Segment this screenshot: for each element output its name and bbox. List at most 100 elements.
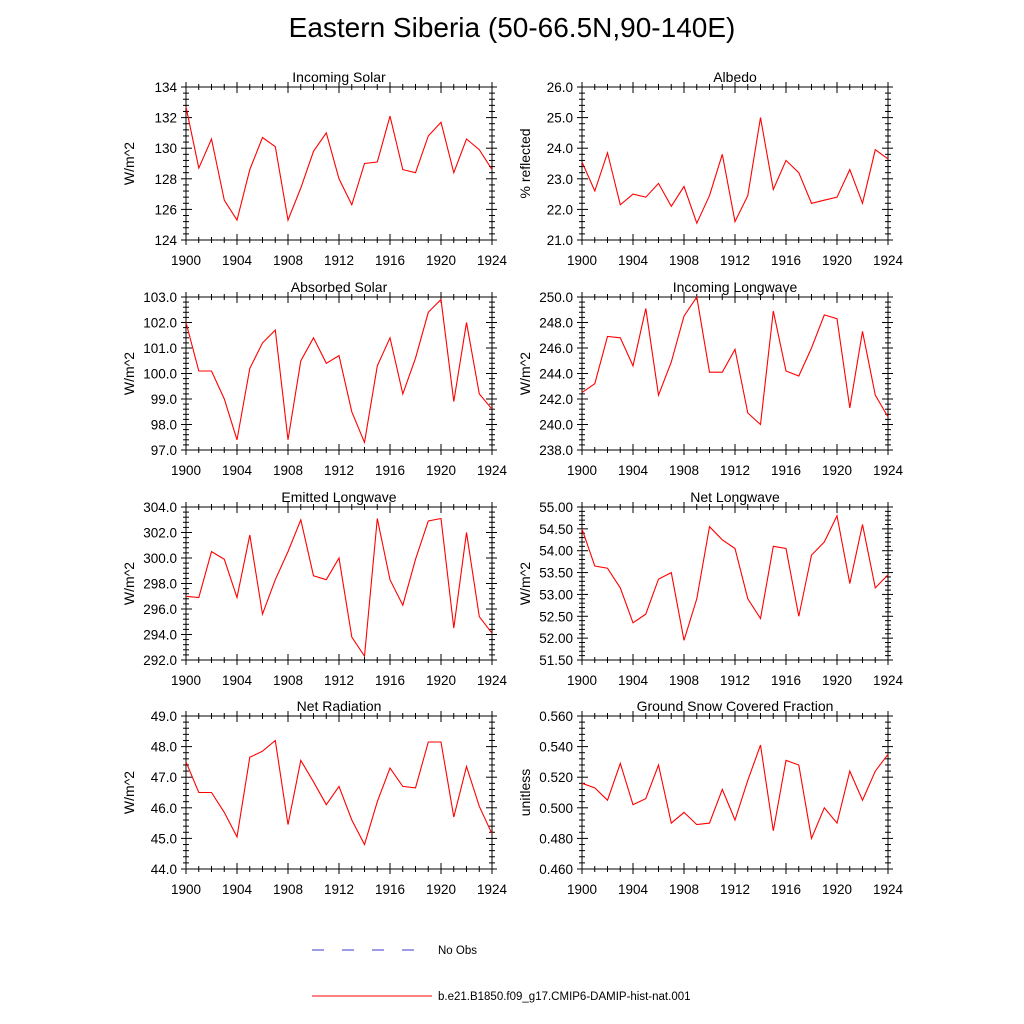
x-tick-label: 1924 (873, 673, 904, 688)
y-tick-label: 54.00 (539, 544, 573, 559)
y-tick-label: 47.0 (151, 770, 177, 785)
x-tick-label: 1916 (771, 463, 801, 478)
x-tick-label: 1920 (426, 253, 456, 268)
x-tick-label: 1908 (669, 463, 699, 478)
plot-frame (185, 715, 493, 870)
y-tick-label: 102.0 (143, 316, 177, 331)
y-tick-label: 0.460 (539, 862, 573, 877)
y-tick-label: 244.0 (539, 367, 573, 382)
x-tick-label: 1916 (771, 882, 801, 897)
panel-1: Albedo % reflected 21.0 22.0 23.0 24.0 25.0 26.… (517, 69, 904, 268)
y-tick-label: 126 (154, 202, 177, 217)
legend: No Obs b.e21.B1850.f09_g17.CMIP6-DAMIP-hi… (312, 945, 691, 1003)
y-axis-label: W/m^2 (517, 562, 533, 605)
x-tick-label: 1920 (426, 673, 456, 688)
x-tick-label: 1904 (222, 463, 253, 478)
y-tick-label: 98.0 (151, 418, 177, 433)
y-tick-label: 296.0 (143, 602, 177, 617)
x-tick-label: 1916 (375, 253, 405, 268)
y-tick-label: 246.0 (539, 341, 573, 356)
y-tick-label: 22.0 (547, 202, 573, 217)
x-tick-label: 1920 (822, 463, 852, 478)
y-tick-label: 51.50 (539, 653, 573, 668)
x-tick-label: 1908 (273, 673, 303, 688)
x-tick-label: 1924 (477, 253, 508, 268)
legend-label-1: b.e21.B1850.f09_g17.CMIP6-DAMIP-hist-nat… (438, 991, 691, 1003)
page-title: Eastern Siberia (50-66.5N,90-140E) (288, 12, 736, 43)
x-tick-label: 1916 (375, 463, 405, 478)
x-tick-label: 1916 (375, 673, 405, 688)
x-tick-label: 1912 (324, 463, 354, 478)
y-tick-label: 0.520 (539, 770, 573, 785)
y-axis-label: W/m^2 (121, 562, 137, 605)
x-tick-label: 1900 (171, 463, 201, 478)
x-tick-label: 1904 (618, 882, 649, 897)
panel-title: Absorbed Solar (291, 279, 388, 295)
y-tick-label: 54.50 (539, 522, 573, 537)
x-tick-label: 1904 (618, 463, 649, 478)
y-tick-label: 49.0 (151, 709, 177, 724)
x-tick-label: 1908 (273, 463, 303, 478)
x-tick-label: 1908 (669, 253, 699, 268)
y-tick-label: 46.0 (151, 801, 177, 816)
y-tick-label: 130 (154, 141, 177, 156)
x-tick-label: 1908 (273, 253, 303, 268)
plot-frame (581, 506, 889, 661)
panel-6: Net Radiation W/m^2 44.0 45.0 46.0 47.0 48.0 49… (121, 698, 508, 897)
y-tick-label: 0.500 (539, 801, 573, 816)
y-tick-label: 134 (154, 80, 177, 95)
series-line (581, 513, 889, 641)
x-tick-label: 1912 (720, 882, 750, 897)
x-tick-label: 1924 (477, 463, 508, 478)
x-tick-label: 1912 (720, 253, 750, 268)
plot-frame (581, 86, 889, 241)
y-tick-label: 302.0 (143, 526, 177, 541)
y-tick-label: 44.0 (151, 862, 177, 877)
y-axis-label: W/m^2 (121, 352, 137, 395)
y-tick-label: 45.0 (151, 831, 177, 846)
y-tick-label: 52.50 (539, 609, 573, 624)
plot-frame (581, 715, 889, 870)
x-tick-label: 1900 (567, 253, 597, 268)
x-tick-label: 1900 (171, 253, 201, 268)
y-tick-label: 238.0 (539, 443, 573, 458)
y-axis-label: % reflected (517, 128, 533, 198)
panel-title: Ground Snow Covered Fraction (637, 698, 834, 714)
x-tick-label: 1924 (873, 253, 904, 268)
x-tick-label: 1920 (426, 882, 456, 897)
y-tick-label: 23.0 (547, 172, 573, 187)
y-axis-label: W/m^2 (121, 771, 137, 814)
x-tick-label: 1904 (222, 673, 253, 688)
plot-frame (185, 296, 493, 451)
x-tick-label: 1904 (222, 253, 253, 268)
panel-title: Albedo (713, 69, 757, 85)
panel-title: Net Longwave (690, 489, 780, 505)
y-tick-label: 242.0 (539, 392, 573, 407)
panel-title: Incoming Solar (292, 69, 386, 85)
panel-7: Ground Snow Covered Fraction unitless 0.46… (517, 698, 904, 897)
y-tick-label: 97.0 (151, 443, 177, 458)
x-tick-label: 1920 (822, 673, 852, 688)
x-tick-label: 1916 (771, 673, 801, 688)
y-tick-label: 300.0 (143, 551, 177, 566)
y-tick-label: 124 (154, 233, 177, 248)
panel-5: Net Longwave W/m^2 51.50 52.00 52.50 53.00 53.… (517, 489, 904, 688)
y-axis-label: W/m^2 (517, 352, 533, 395)
y-tick-label: 55.00 (539, 500, 573, 515)
y-tick-label: 21.0 (547, 233, 573, 248)
y-tick-label: 248.0 (539, 316, 573, 331)
y-tick-label: 24.0 (547, 141, 573, 156)
panel-0: Incoming Solar W/m^2 124 126 128 130 132 134 190… (121, 69, 508, 268)
x-tick-label: 1924 (873, 463, 904, 478)
x-tick-label: 1912 (324, 253, 354, 268)
series-line (581, 117, 889, 225)
panel-title: Net Radiation (297, 698, 382, 714)
y-tick-label: 132 (154, 111, 177, 126)
x-tick-label: 1900 (171, 882, 201, 897)
x-tick-label: 1916 (375, 882, 405, 897)
legend-label-0: No Obs (438, 945, 477, 957)
x-tick-label: 1920 (822, 882, 852, 897)
x-tick-label: 1924 (873, 882, 904, 897)
y-tick-label: 100.0 (143, 367, 177, 382)
